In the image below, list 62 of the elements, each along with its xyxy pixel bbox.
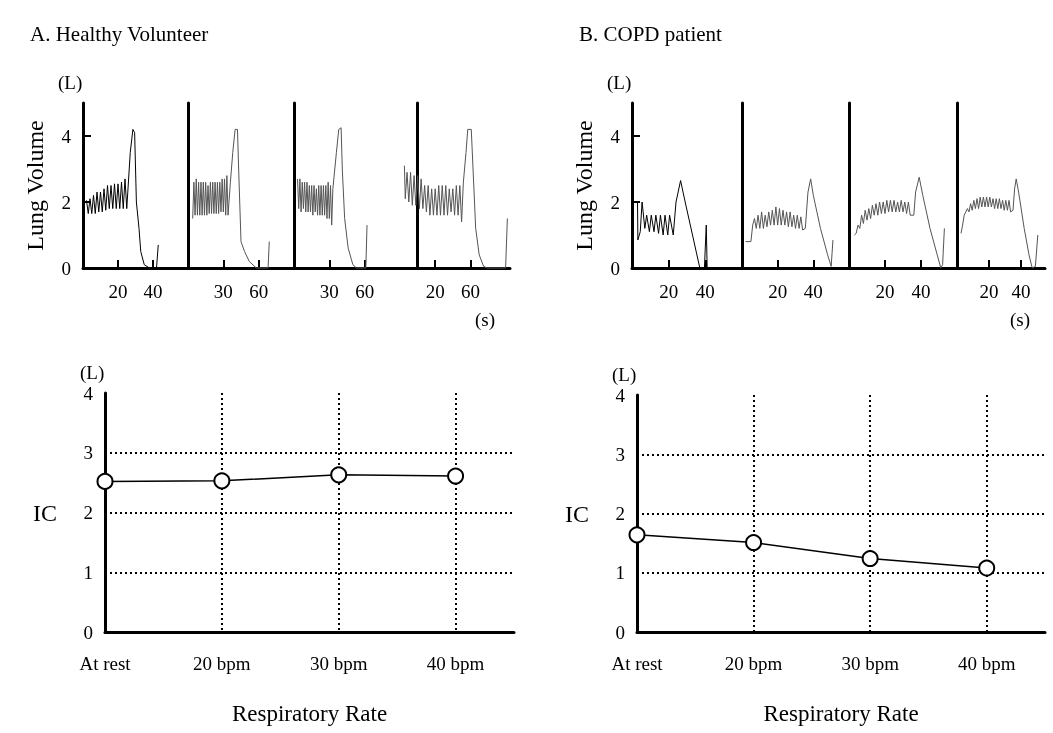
text: (L) <box>80 362 105 384</box>
y-tick-label: 2 <box>615 503 625 524</box>
x-tick-label: 40 bpm <box>957 653 1016 674</box>
x-tick-label: 20 <box>768 281 788 302</box>
y-tick-label: 2 <box>83 502 93 523</box>
x-axis-title: (s) <box>474 309 495 331</box>
x-tick-label: 20 bpm <box>193 653 251 674</box>
x-tick-label: 40 bpm <box>426 653 485 674</box>
point <box>745 534 763 552</box>
text: (L) <box>607 72 632 94</box>
x-tick-label: At rest <box>79 653 132 674</box>
x-tick-label: 20 <box>659 281 679 302</box>
chart-title: A. Healthy Volunteer <box>30 21 209 46</box>
y-axis-title: Lung Volume <box>22 120 48 251</box>
y-tick-label: 0 <box>61 257 71 279</box>
point <box>213 472 231 490</box>
y-tick-label: 0 <box>610 257 620 279</box>
x-tick-label: 20 <box>979 281 999 302</box>
x-tick-label: 20 bpm <box>724 653 783 674</box>
x-axis-title: Respiratory Rate <box>763 701 919 726</box>
y-tick-label: 1 <box>615 562 625 584</box>
x-tick-label: 20 <box>108 281 128 302</box>
point <box>96 472 114 490</box>
y-tick-label: 0 <box>615 621 625 643</box>
y-tick-label: 4 <box>615 384 626 406</box>
x-tick-label: 40 <box>911 281 931 302</box>
y-axis-title: IC <box>33 499 57 526</box>
y-tick-label: 3 <box>83 442 93 464</box>
y-tick-label: 0 <box>83 621 93 643</box>
chart-title: B. COPD patient <box>579 21 723 46</box>
x-tick-label: 30 <box>319 281 339 302</box>
x-tick-label: 30 bpm <box>309 653 368 674</box>
y-tick-label: 4 <box>83 382 94 404</box>
y-tick-label: 3 <box>615 443 625 465</box>
y-tick-label: 4 <box>61 125 72 147</box>
x-tick-label: 40 <box>1011 281 1031 302</box>
point <box>330 466 348 484</box>
x-axis-title: (s) <box>1009 309 1030 331</box>
point <box>861 550 879 568</box>
x-tick-label: 40 <box>695 281 715 302</box>
y-tick-label: 4 <box>610 125 621 147</box>
x-tick-label: 60 <box>355 281 375 302</box>
point <box>447 467 465 485</box>
text: (L) <box>58 72 83 94</box>
x-tick-label: 30 bpm <box>841 653 900 674</box>
x-tick-label: At rest <box>611 653 664 674</box>
x-tick-label: 30 <box>213 281 233 302</box>
x-tick-label: 60 <box>249 281 269 302</box>
y-axis-title: Lung Volume <box>571 120 597 251</box>
x-tick-label: 60 <box>460 281 480 302</box>
y-tick-label: 2 <box>61 191 71 213</box>
x-tick-label: 40 <box>143 281 163 302</box>
y-axis-title: IC <box>565 500 589 527</box>
point <box>978 559 996 577</box>
y-tick-label: 2 <box>610 191 620 213</box>
x-tick-label: 40 <box>803 281 823 302</box>
x-tick-label: 20 <box>875 281 895 302</box>
point <box>628 526 646 544</box>
y-tick-label: 1 <box>83 561 93 583</box>
text: (L) <box>612 364 637 386</box>
x-axis-title: Respiratory Rate <box>231 701 388 726</box>
x-tick-label: 20 <box>425 281 445 302</box>
